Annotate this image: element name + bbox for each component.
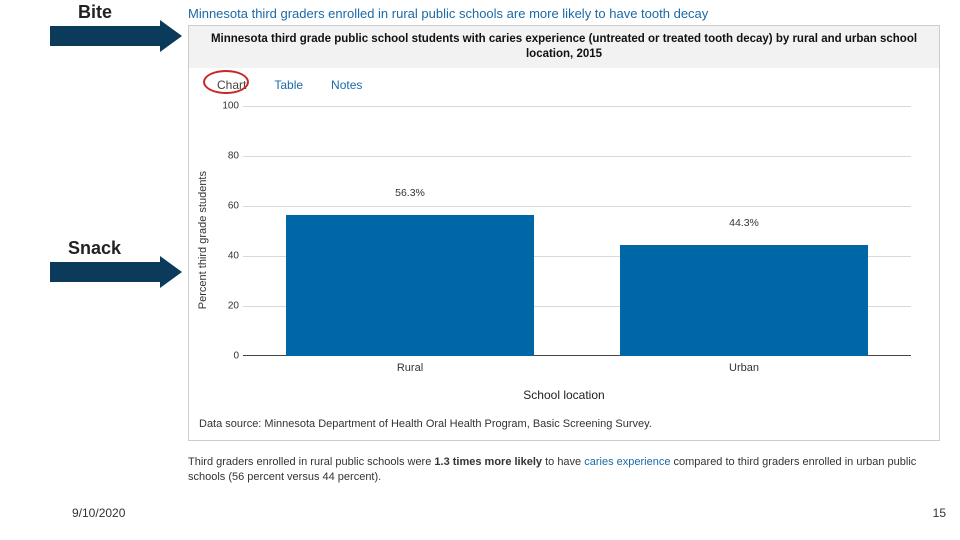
annotation-bite: Bite — [78, 2, 112, 23]
slide-page-number: 15 — [933, 506, 946, 520]
y-tick: 20 — [215, 300, 239, 311]
y-axis-label: Percent third grade students — [195, 171, 211, 309]
chart-plot: 0 20 40 60 80 100 56.3% Rural 44.3% Urban — [211, 100, 919, 380]
headline: Minnesota third graders enrolled in rura… — [188, 6, 940, 21]
chart-tabs: Chart Table Notes — [189, 68, 939, 94]
bar-rural — [286, 215, 533, 356]
tab-table[interactable]: Table — [274, 78, 303, 92]
y-tick: 0 — [215, 350, 239, 361]
data-source: Data source: Minnesota Department of Hea… — [189, 410, 939, 440]
footnote-pre: Third graders enrolled in rural public s… — [188, 456, 434, 468]
x-tick-urban: Urban — [729, 362, 759, 374]
chart-title: Minnesota third grade public school stud… — [189, 26, 939, 68]
bar-urban — [620, 245, 867, 356]
tab-chart[interactable]: Chart — [217, 78, 246, 92]
bar-label-rural: 56.3% — [395, 187, 425, 199]
annotation-snack: Snack — [68, 238, 121, 259]
x-axis-label: School location — [189, 384, 939, 410]
chart-container: Minnesota third grade public school stud… — [188, 25, 940, 441]
y-tick: 100 — [215, 100, 239, 111]
y-tick: 80 — [215, 150, 239, 161]
footnote-mid: to have — [542, 456, 584, 468]
bar-label-urban: 44.3% — [729, 217, 759, 229]
x-tick-rural: Rural — [397, 362, 423, 374]
footnote-bold: 1.3 times more likely — [434, 456, 542, 468]
tab-notes[interactable]: Notes — [331, 78, 362, 92]
y-tick: 60 — [215, 200, 239, 211]
y-tick: 40 — [215, 250, 239, 261]
footnote-link[interactable]: caries experience — [584, 456, 670, 468]
content-panel: Minnesota third graders enrolled in rura… — [188, 6, 940, 486]
footnote: Third graders enrolled in rural public s… — [188, 455, 940, 486]
slide-date: 9/10/2020 — [72, 506, 125, 520]
